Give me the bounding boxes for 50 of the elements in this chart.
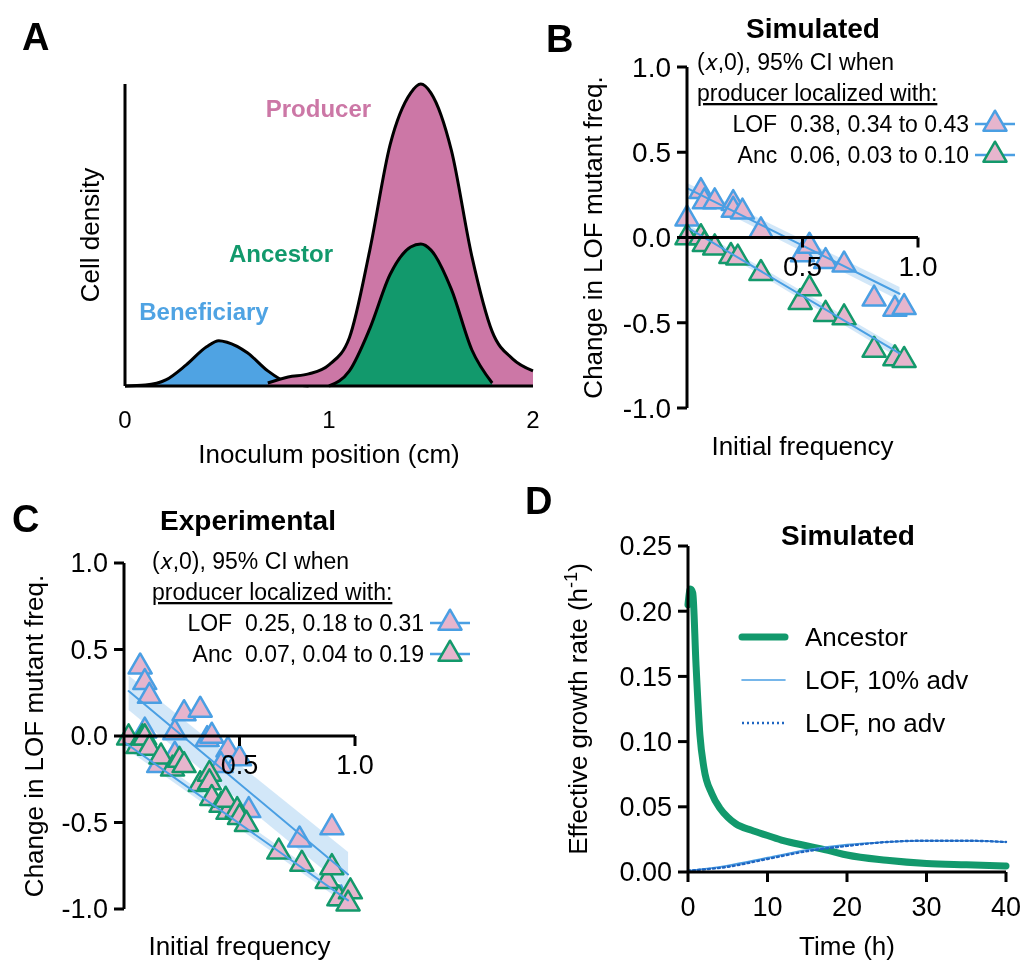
text: Ancestor (229, 240, 334, 268)
y-axis-title: Change in LOF mutant freq. (19, 574, 50, 898)
text: D (525, 480, 553, 522)
y-tick-label: -0.5 (622, 307, 671, 339)
x-tick-label: 0 (680, 892, 696, 922)
x-axis-title: Initial frequency (148, 931, 331, 961)
y-tick-label: 0.15 (619, 661, 672, 692)
text: B (546, 18, 574, 60)
legend-label: LOF 0.38, 0.34 to 0.43 (732, 111, 969, 137)
text: A (22, 16, 50, 58)
y-tick-label: 0.10 (619, 727, 672, 758)
x-axis-title: Time (h) (799, 931, 895, 961)
y-tick-label: 0.00 (619, 857, 672, 888)
legend-label: LOF, no adv (805, 708, 946, 739)
x-tick-label: 30 (911, 892, 942, 922)
y-tick-label: 0.5 (632, 137, 671, 169)
x-axis-title: Initial frequency (711, 431, 894, 461)
y-tick-label: 0.20 (619, 596, 672, 627)
y-tick-label: 1.0 (70, 548, 108, 579)
legend-title: (𝑥,0), 95% CI when producer localized with: (152, 548, 393, 605)
y-tick-label: 0.05 (619, 792, 672, 823)
y-tick-label: 0.0 (632, 222, 671, 254)
legend-label: Anc 0.07, 0.04 to 0.19 (192, 641, 424, 667)
chart-title: Simulated (781, 520, 915, 551)
legend-label: Anc 0.06, 0.03 to 0.10 (737, 142, 969, 168)
legend-label: LOF 0.25, 0.18 to 0.31 (187, 610, 424, 636)
chart-title: Experimental (160, 505, 336, 536)
x-tick-label: 1 (322, 406, 336, 433)
legend-title: (𝑥,0), 95% CI when producer localized with: (697, 49, 938, 106)
y-tick-label: 1.0 (632, 51, 671, 83)
x-tick-label: 20 (831, 892, 863, 922)
x-tick-label: 40 (990, 892, 1022, 922)
y-tick-label: 0.0 (70, 721, 108, 752)
y-axis-title: Cell density (75, 167, 106, 303)
x-tick-label: 10 (752, 892, 783, 922)
y-axis-title: Change in LOF mutant freq. (578, 76, 609, 399)
y-tick-label: -1.0 (61, 894, 108, 925)
legend-label: Ancestor (805, 622, 908, 653)
y-tick-label: -0.5 (61, 807, 108, 838)
series-label: Producer (265, 95, 372, 123)
x-axis-title: Inoculum position (cm) (198, 439, 460, 469)
chart-title: Simulated (746, 13, 880, 44)
y-tick-label: 0.5 (70, 634, 108, 665)
legend-label: LOF, 10% adv (805, 665, 969, 696)
y-tick-label: 0.25 (619, 531, 672, 562)
x-tick-label: 0 (118, 406, 132, 433)
y-tick-label: -1.0 (622, 392, 671, 424)
series-label: Beneficiary (139, 297, 270, 325)
text: C (12, 498, 40, 540)
x-tick-label: 2 (526, 406, 540, 433)
